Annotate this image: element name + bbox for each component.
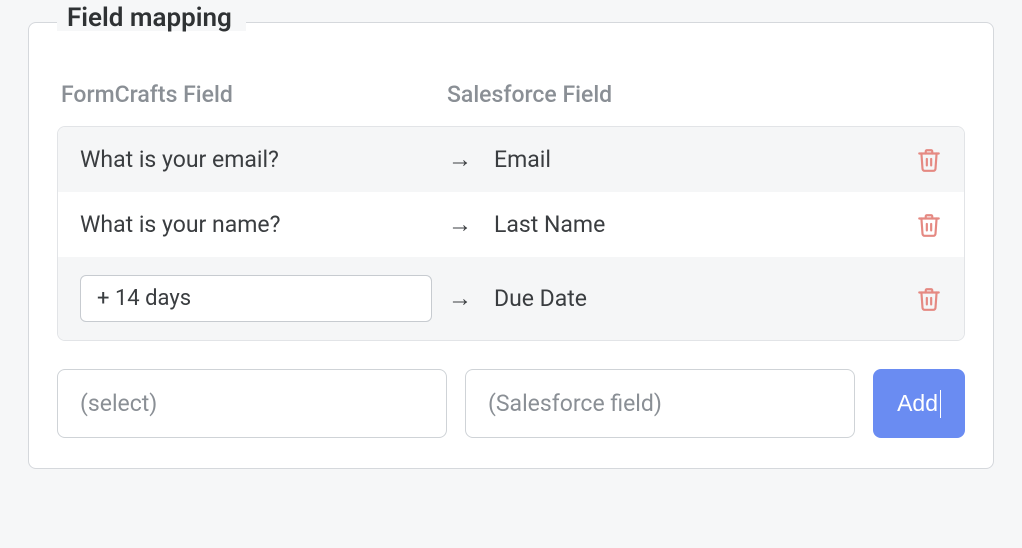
column-headers: FormCrafts Field Salesforce Field (57, 81, 965, 108)
mapping-source-text: What is your name? (80, 211, 280, 238)
mapping-target-text: Last Name (494, 211, 902, 238)
source-field-select[interactable]: (select) (57, 369, 447, 438)
delete-row-button[interactable] (916, 285, 942, 313)
mapping-rows: What is your email? → Email (57, 126, 965, 341)
text-cursor (940, 390, 941, 418)
trash-icon (916, 146, 942, 174)
mapping-row: What is your email? → Email (58, 127, 964, 192)
mapping-target-text: Due Date (494, 285, 902, 312)
delete-row-button[interactable] (916, 146, 942, 174)
mapping-source-cell: + 14 days (80, 275, 448, 322)
add-mapping-row: (select) (Salesforce field) Add (57, 369, 965, 438)
add-button[interactable]: Add (873, 369, 965, 438)
mapping-source-text: What is your email? (80, 146, 279, 173)
mapping-source-input[interactable]: + 14 days (80, 275, 432, 322)
mapping-row: What is your name? → Last Name (58, 192, 964, 257)
arrow-icon: → (448, 145, 494, 174)
delete-row-button[interactable] (916, 211, 942, 239)
trash-icon (916, 285, 942, 313)
mapping-target-text: Email (494, 146, 902, 173)
header-source: FormCrafts Field (57, 81, 447, 108)
panel-title: Field mapping (57, 5, 246, 31)
trash-icon (916, 211, 942, 239)
mapping-row: + 14 days → Due Date (58, 257, 964, 340)
mapping-source-cell: What is your email? (80, 146, 448, 173)
add-button-label: Add (897, 390, 938, 417)
mapping-source-cell: What is your name? (80, 211, 448, 238)
arrow-icon: → (448, 284, 494, 313)
target-field-select[interactable]: (Salesforce field) (465, 369, 855, 438)
arrow-icon: → (448, 210, 494, 239)
field-mapping-panel: Field mapping FormCrafts Field Salesforc… (28, 22, 994, 469)
header-target: Salesforce Field (447, 81, 965, 108)
